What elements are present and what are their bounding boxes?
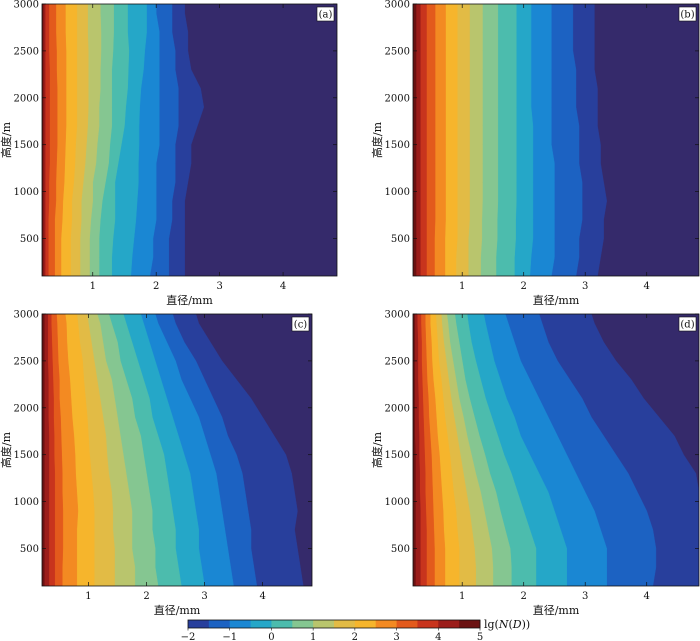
colorbar-swatch	[250, 620, 272, 628]
y-tick-label: 2500	[14, 46, 39, 57]
x-tick-label: 1	[85, 591, 91, 602]
panel-3: 1 2 3 4 500 1000 1500 2000 2500 3000 直径/mm 高度/m (d)	[370, 310, 700, 617]
colorbar-swatch	[271, 620, 293, 628]
x-tick-label: 1	[459, 281, 465, 292]
colorbar-swatch	[396, 620, 418, 628]
x-tick-label: 3	[201, 591, 207, 602]
x-tick-label: 2	[143, 591, 149, 602]
colorbar-tick-label: 3	[393, 632, 399, 641]
plot-frame	[41, 313, 313, 587]
y-tick-label: 1000	[14, 187, 39, 198]
y-tick-label: 500	[391, 234, 410, 245]
y-tick-label: 3000	[385, 310, 410, 321]
panel-2: 1 2 3 4 500 1000 1500 2000 2500 3000 直径/mm 高度/m (c)	[0, 310, 313, 617]
x-tick-label: 4	[644, 281, 650, 292]
colorbar-swatch	[459, 620, 481, 628]
y-tick-label: 3000	[14, 310, 39, 321]
x-tick-label: 3	[582, 281, 588, 292]
y-tick-label: 1000	[385, 187, 410, 198]
panel-0: 1 2 3 4 500 1000 1500 2000 2500 3000 直径/mm 高度/m (a)	[0, 0, 338, 307]
panel-label: (d)	[680, 320, 694, 331]
colorbar-tick-label: 0	[268, 632, 274, 641]
y-tick-label: 1500	[385, 450, 410, 461]
colorbar-frame	[187, 619, 481, 629]
colorbar-swatch	[438, 620, 460, 628]
colorbar-tick-label: 4	[435, 632, 441, 641]
x-tick-label: 3	[216, 281, 222, 292]
x-axis-label: 直径/mm	[154, 603, 201, 617]
panel-label-box	[678, 6, 697, 22]
y-tick-label: 2500	[385, 46, 410, 57]
y-axis-label: 高度/m	[370, 121, 384, 158]
panel-label-box	[316, 6, 335, 22]
panel-label-box	[291, 316, 310, 332]
y-tick-label: 1000	[14, 497, 39, 508]
x-tick-label: 1	[459, 591, 465, 602]
panel-label-box	[678, 316, 697, 332]
colorbar-swatch	[292, 620, 314, 628]
x-tick-label: 2	[521, 591, 527, 602]
contour-band-4.5	[413, 4, 417, 276]
x-tick-label: 4	[280, 281, 286, 292]
colorbar-swatch	[417, 620, 439, 628]
colorbar-tick-label: 1	[310, 632, 316, 641]
y-tick-label: 2000	[385, 93, 410, 104]
y-tick-label: 2000	[14, 93, 39, 104]
plot-frame	[412, 313, 700, 587]
x-tick-label: 4	[259, 591, 265, 602]
colorbar-tick-label: 5	[477, 632, 483, 641]
y-tick-label: 2500	[14, 356, 39, 367]
x-axis-label: 直径/mm	[166, 293, 213, 307]
panel-label: (b)	[680, 10, 694, 21]
x-axis-label: 直径/mm	[533, 603, 580, 617]
y-tick-label: 3000	[14, 0, 39, 11]
y-tick-label: 500	[20, 544, 39, 555]
y-axis-label: 高度/m	[370, 431, 384, 468]
x-tick-label: 2	[521, 281, 527, 292]
y-tick-label: 500	[20, 234, 39, 245]
plot-frame	[41, 3, 338, 277]
x-axis-label: 直径/mm	[533, 293, 580, 307]
colorbar-swatch	[354, 620, 377, 628]
colorbar-label: lg(N(D))	[484, 618, 530, 631]
colorbar-swatch	[208, 620, 231, 628]
colorbar-swatch	[229, 620, 251, 628]
panel-1: 1 2 3 4 500 1000 1500 2000 2500 3000 直径/mm 高度/m (b)	[370, 0, 700, 307]
colorbar-tick-label: −1	[222, 632, 237, 641]
y-tick-label: 3000	[385, 0, 410, 11]
y-tick-label: 1000	[385, 497, 410, 508]
x-tick-label: 3	[582, 591, 588, 602]
colorbar-tick-label: 2	[352, 632, 358, 641]
colorbar-swatch	[375, 620, 397, 628]
plot-frame	[412, 3, 700, 277]
colorbar-tick-label: −2	[181, 632, 196, 641]
colorbar-swatch	[188, 620, 210, 628]
panel-label: (c)	[294, 320, 308, 331]
y-axis-label: 高度/m	[0, 121, 13, 158]
contour-band-4.5	[413, 314, 416, 586]
y-tick-label: 2000	[385, 403, 410, 414]
y-tick-label: 1500	[14, 450, 39, 461]
contour-band-4.5	[42, 314, 45, 586]
x-tick-label: 4	[644, 591, 650, 602]
y-tick-label: 2000	[14, 403, 39, 414]
y-tick-label: 1500	[14, 140, 39, 151]
x-tick-label: 2	[153, 281, 159, 292]
x-tick-label: 1	[90, 281, 96, 292]
colorbar-swatch	[313, 620, 335, 628]
y-tick-label: 2500	[385, 356, 410, 367]
colorbar: −2 −1 0 1 2 3 4 5 lg(N(D))	[181, 618, 531, 641]
y-tick-label: 1500	[385, 140, 410, 151]
colorbar-swatch	[334, 620, 356, 628]
panel-label: (a)	[319, 10, 333, 21]
y-axis-label: 高度/m	[0, 431, 13, 468]
y-tick-label: 500	[391, 544, 410, 555]
